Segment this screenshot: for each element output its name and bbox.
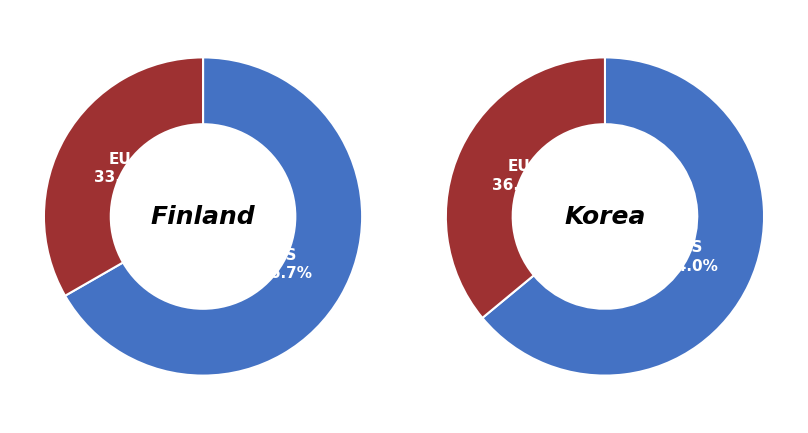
Wedge shape [482,58,764,375]
Text: Finland: Finland [151,204,255,229]
Text: Korea: Korea [564,204,646,229]
Text: US
66.7%: US 66.7% [259,248,312,281]
Text: EU
33.3%: EU 33.3% [94,152,147,185]
Wedge shape [446,58,605,318]
Text: US
64.0%: US 64.0% [665,240,718,274]
Wedge shape [44,58,203,296]
Text: EU
36.0%: EU 36.0% [492,159,545,193]
Wedge shape [65,58,362,375]
